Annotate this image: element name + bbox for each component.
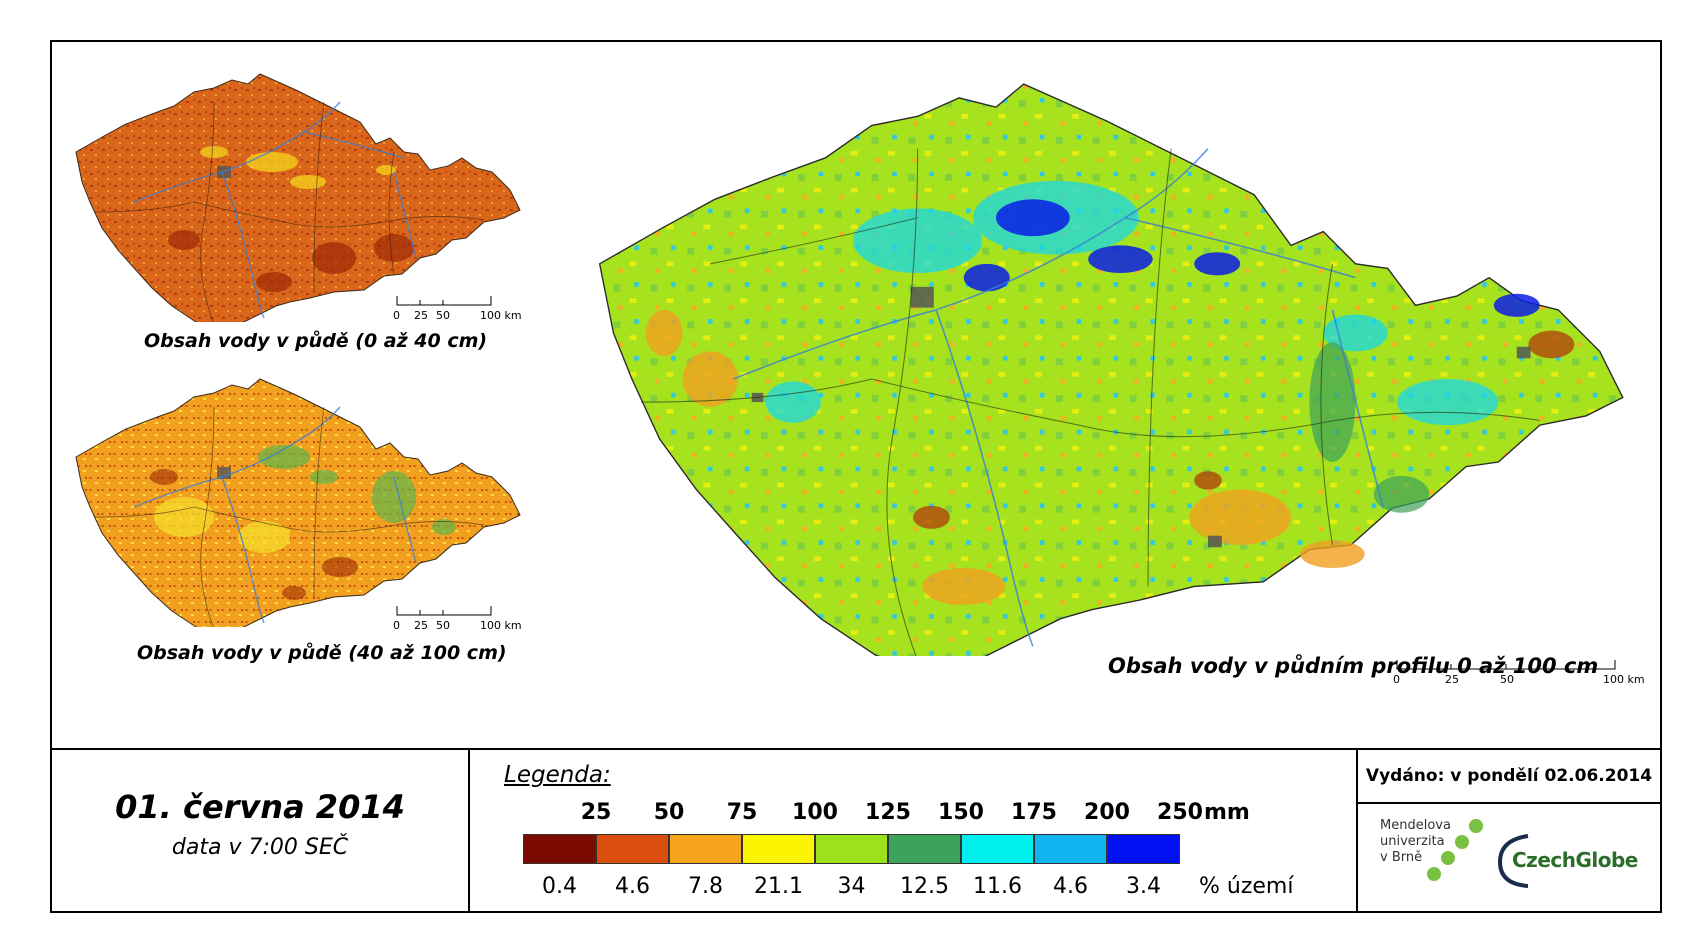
rivers (133, 101, 417, 319)
logo-text: v Brně (1380, 850, 1423, 865)
legend-swatch (742, 834, 815, 864)
scale-label: 0 (393, 619, 400, 632)
dark-red-patches (913, 330, 1575, 529)
scale-label: 25 (414, 309, 428, 322)
dark-patches (168, 230, 414, 292)
blue-patches (963, 199, 1540, 317)
rivers (733, 148, 1384, 647)
orange-patches (645, 309, 1365, 605)
logo-text: univerzita (1380, 834, 1445, 849)
scale-label: 100 km (480, 619, 522, 632)
legend-mm-unit: mm (1204, 800, 1250, 825)
czechglobe-logo: CzechGlobe (1512, 848, 1638, 872)
czech-outline (598, 83, 1624, 656)
scale-label: 50 (1500, 673, 1514, 686)
legend-mm-value: 25 (580, 800, 612, 825)
legend-pct-value: 3.4 (1126, 874, 1161, 899)
prague-urban (217, 467, 231, 479)
date-subtitle: data v 7:00 SEČ (171, 835, 349, 860)
rivers (133, 406, 417, 624)
caption-0-100cm: Obsah vody v půdním profilu 0 až 100 cm (1108, 654, 1599, 678)
legend-mm-value: 100 (792, 800, 838, 825)
info-panel: 01. června 2014 data v 7:00 SEČ Legenda:… (52, 748, 1660, 913)
soil-water-map-0-40cm (75, 73, 521, 322)
legend-mm-value: 175 (1011, 800, 1057, 825)
legend-swatch (815, 834, 888, 864)
published-date: Vydáno: v pondělí 02.06.2014 (1358, 750, 1660, 804)
map-sheet: 0 25 50 100 km 0 25 50 100 km 0 25 50 10… (50, 40, 1662, 913)
legend-pct-value: 4.6 (615, 874, 650, 899)
legend-pct-unit: % území (1199, 874, 1294, 899)
legend-mm-value: 150 (938, 800, 984, 825)
legend-pct-value: 7.8 (688, 874, 723, 899)
legend-swatch (1107, 834, 1180, 864)
soil-water-map-0-100cm (598, 83, 1624, 656)
soil-water-map-40-100cm (75, 378, 521, 627)
caption-40-100cm: Obsah vody v půdě (40 až 100 cm) (137, 642, 507, 664)
scalebar-large: 0 25 50 100 km (1393, 659, 1645, 686)
legend-swatch (1034, 834, 1107, 864)
yellow-patches (154, 497, 290, 553)
scale-label: 50 (436, 619, 450, 632)
dark-patches (150, 469, 358, 600)
green-patches (258, 445, 456, 535)
caption-0-40cm: Obsah vody v půdě (0 až 40 cm) (144, 330, 488, 352)
scale-label: 0 (393, 309, 400, 322)
legend-mm-value: 200 (1084, 800, 1130, 825)
scale-label: 100 km (1603, 673, 1645, 686)
publisher-cell: Vydáno: v pondělí 02.06.2014 Mendelova u… (1358, 750, 1660, 913)
scalebar-bottom: 0 25 50 100 km (393, 605, 522, 632)
scale-label: 50 (436, 309, 450, 322)
scale-label: 25 (1445, 673, 1459, 686)
scale-label: 25 (414, 619, 428, 632)
legend-swatch (888, 834, 961, 864)
legend-pct-value: 0.4 (542, 874, 577, 899)
legend-swatch (596, 834, 669, 864)
region-borders (641, 148, 1540, 656)
legend-swatch (523, 834, 596, 864)
region-borders (93, 406, 485, 627)
legend-pct-value: 12.5 (900, 874, 949, 899)
legend-pct-value: 21.1 (754, 874, 803, 899)
legend-mm-value: 125 (865, 800, 911, 825)
date-cell: 01. června 2014 data v 7:00 SEČ (52, 750, 470, 913)
legend-mm-value: 50 (653, 800, 685, 825)
legend-title: Legenda: (504, 762, 611, 788)
logo-text: Mendelova (1380, 818, 1451, 833)
legend-swatch (961, 834, 1034, 864)
scale-label: 100 km (480, 309, 522, 322)
czech-outline (75, 378, 521, 627)
czechglobe-swirl-icon (1497, 834, 1529, 888)
scale-label: 0 (1393, 673, 1400, 686)
mendel-university-logo: Mendelova univerzita v Brně (1380, 818, 1451, 866)
date-title: 01. června 2014 (115, 788, 405, 826)
legend-pct-value: 4.6 (1053, 874, 1088, 899)
legend: Legenda: 25 50 75 100 125 150 175 200 250 mm 0.4… (470, 750, 1358, 913)
green-patches (1309, 342, 1430, 513)
legend-swatch (669, 834, 742, 864)
mendel-dots-icon (1427, 819, 1483, 881)
legend-mm-value: 250 (1157, 800, 1203, 825)
region-borders (93, 101, 485, 322)
legend-pct-value: 11.6 (973, 874, 1022, 899)
legend-pct-value: 34 (837, 874, 866, 899)
scalebar-top: 0 25 50 100 km (393, 295, 522, 322)
czech-outline (75, 73, 521, 322)
legend-mm-value: 75 (726, 800, 758, 825)
